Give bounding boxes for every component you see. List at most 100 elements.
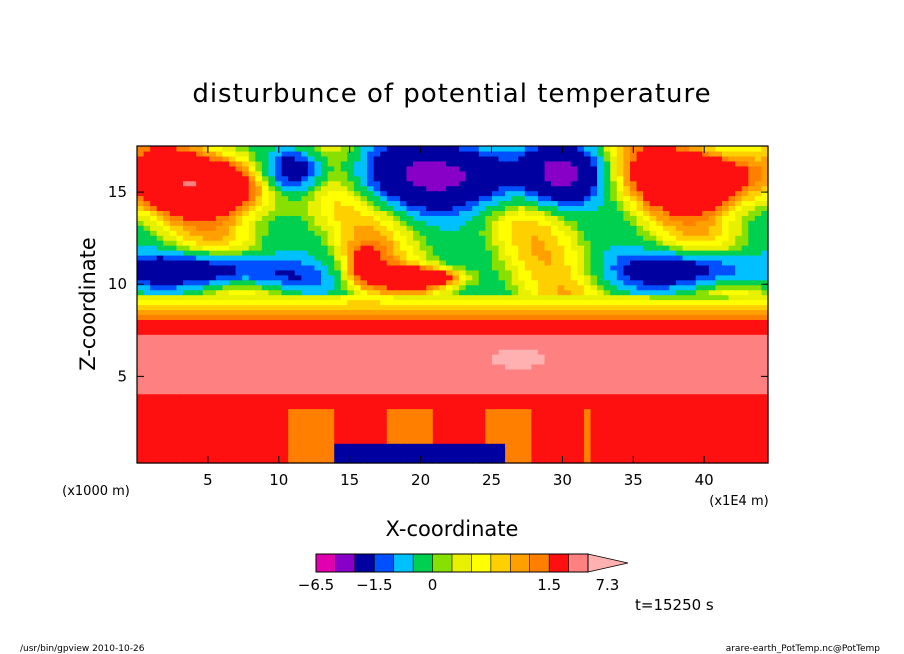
- heatmap-cell: [393, 363, 401, 370]
- heatmap-cell: [248, 383, 256, 390]
- heatmap-cell: [301, 344, 309, 350]
- heatmap-cell: [649, 294, 657, 301]
- heatmap-cell: [689, 358, 697, 365]
- heatmap-cell: [235, 354, 243, 360]
- heatmap-cell: [196, 274, 204, 281]
- heatmap-cell: [143, 319, 151, 325]
- heatmap-cell: [478, 363, 486, 370]
- heatmap-cell: [209, 274, 217, 281]
- heatmap-cell: [629, 448, 638, 454]
- heatmap-cell: [524, 408, 532, 415]
- heatmap-cell: [741, 284, 749, 291]
- heatmap-cell: [537, 284, 546, 291]
- heatmap-cell: [380, 393, 388, 400]
- heatmap-cell: [682, 344, 690, 350]
- heatmap-cell: [735, 373, 743, 380]
- heatmap-cell: [518, 314, 526, 320]
- heatmap-cell: [321, 220, 329, 226]
- heatmap-cell: [215, 225, 224, 231]
- heatmap-cell: [261, 438, 270, 444]
- heatmap-cell: [597, 245, 605, 251]
- heatmap-cell: [675, 319, 684, 325]
- heatmap-cell: [183, 324, 191, 330]
- heatmap-cell: [380, 453, 388, 459]
- heatmap-cell: [708, 314, 717, 320]
- heatmap-cell: [761, 274, 769, 281]
- heatmap-cell: [176, 349, 184, 355]
- heatmap-cell: [393, 329, 401, 335]
- heatmap-cell: [268, 413, 276, 420]
- heatmap-cell: [294, 349, 302, 355]
- heatmap-cell: [137, 200, 145, 207]
- heatmap-cell: [222, 418, 230, 424]
- heatmap-cell: [478, 458, 486, 464]
- heatmap-cell: [156, 309, 164, 315]
- heatmap-cell: [754, 378, 763, 385]
- heatmap-cell: [156, 304, 164, 311]
- heatmap-cell: [156, 269, 164, 276]
- heatmap-cell: [367, 428, 375, 434]
- heatmap-cell: [255, 413, 263, 420]
- heatmap-cell: [452, 269, 460, 276]
- heatmap-cell: [735, 245, 743, 251]
- heatmap-cell: [590, 458, 598, 464]
- heatmap-cell: [235, 438, 243, 444]
- heatmap-cell: [472, 264, 480, 271]
- heatmap-cell: [472, 363, 480, 370]
- heatmap-cell: [340, 220, 348, 226]
- heatmap-cell: [557, 235, 565, 241]
- heatmap-cell: [248, 339, 256, 345]
- heatmap-cell: [610, 334, 618, 340]
- heatmap-cell: [570, 314, 578, 320]
- heatmap-cell: [695, 438, 703, 444]
- heatmap-cell: [380, 309, 388, 315]
- heatmap-cell: [334, 329, 342, 335]
- heatmap-cell: [472, 245, 480, 251]
- heatmap-cell: [202, 299, 210, 306]
- heatmap-cell: [603, 344, 611, 350]
- heatmap-cell: [564, 274, 572, 281]
- heatmap-cell: [307, 225, 316, 231]
- heatmap-cell: [261, 443, 270, 449]
- heatmap-cell: [399, 349, 408, 355]
- heatmap-cell: [478, 373, 486, 380]
- heatmap-cell: [577, 324, 585, 330]
- heatmap-cell: [485, 349, 493, 355]
- heatmap-cell: [472, 393, 480, 400]
- heatmap-cell: [675, 274, 684, 281]
- heatmap-cell: [557, 423, 565, 429]
- heatmap-cell: [564, 334, 572, 340]
- heatmap-cell: [268, 319, 276, 325]
- heatmap-cell: [334, 383, 342, 390]
- heatmap-cell: [603, 220, 611, 226]
- heatmap-cell: [590, 205, 598, 211]
- heatmap-cell: [478, 368, 486, 375]
- heatmap-cell: [281, 334, 289, 340]
- heatmap-cell: [150, 235, 158, 241]
- heatmap-cell: [413, 349, 421, 355]
- heatmap-cell: [353, 373, 362, 380]
- heatmap-cell: [459, 344, 467, 350]
- heatmap-cell: [380, 230, 388, 236]
- heatmap-cell: [728, 448, 736, 454]
- heatmap-cell: [761, 428, 769, 434]
- heatmap-cell: [169, 245, 178, 251]
- heatmap-cell: [419, 453, 427, 459]
- heatmap-cell: [531, 334, 539, 340]
- heatmap-cell: [294, 339, 302, 345]
- heatmap-cell: [623, 349, 631, 355]
- heatmap-cell: [577, 220, 585, 226]
- heatmap-cell: [675, 299, 684, 306]
- heatmap-cell: [498, 438, 506, 444]
- heatmap-cell: [531, 299, 539, 306]
- heatmap-cell: [399, 408, 408, 415]
- heatmap-cell: [636, 210, 644, 216]
- heatmap-cell: [735, 259, 743, 266]
- heatmap-cell: [439, 274, 447, 281]
- heatmap-cell: [721, 254, 730, 261]
- heatmap-cell: [275, 358, 283, 365]
- heatmap-cell: [498, 334, 506, 340]
- heatmap-cell: [498, 408, 506, 415]
- heatmap-cell: [728, 220, 736, 226]
- heatmap-cell: [209, 373, 217, 380]
